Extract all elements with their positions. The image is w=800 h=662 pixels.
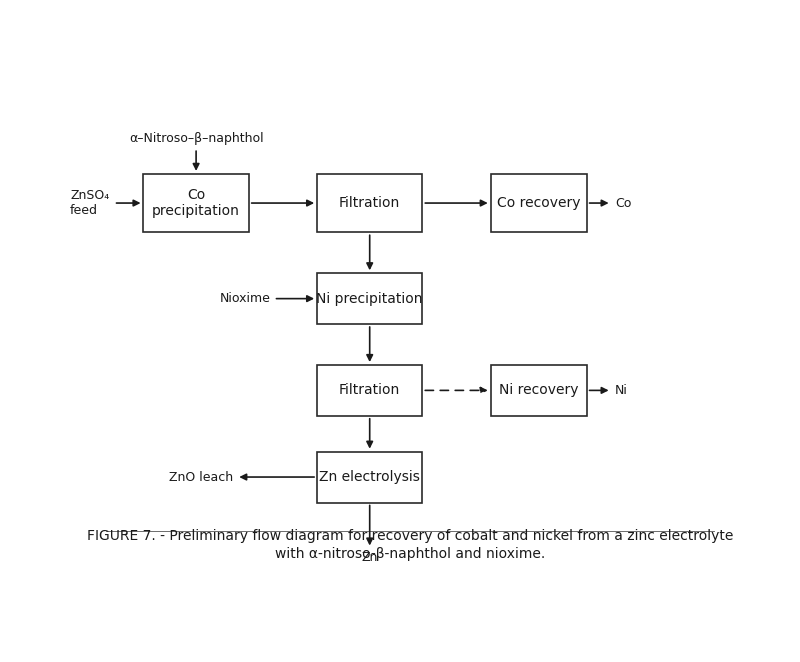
Text: Co recovery: Co recovery	[497, 196, 581, 210]
Bar	[317, 365, 422, 416]
Text: with α-nitroso-β-naphthol and nioxime.: with α-nitroso-β-naphthol and nioxime.	[275, 547, 545, 561]
Text: Ni: Ni	[615, 384, 628, 397]
Text: ZnSO₄
feed: ZnSO₄ feed	[70, 189, 110, 217]
Text: ZnO leach: ZnO leach	[169, 471, 234, 483]
Text: Zn: Zn	[362, 551, 378, 564]
Bar	[317, 173, 422, 232]
Text: Filtration: Filtration	[339, 196, 400, 210]
Text: Ni recovery: Ni recovery	[499, 383, 578, 397]
Bar	[317, 451, 422, 502]
Text: Ni precipitation: Ni precipitation	[317, 292, 423, 306]
Text: α–Nitroso–β–naphthol: α–Nitroso–β–naphthol	[129, 132, 263, 145]
Text: Nioxime: Nioxime	[220, 292, 270, 305]
Bar	[490, 173, 586, 232]
Text: FIGURE 7. - Preliminary flow diagram for recovery of cobalt and nickel from a zi: FIGURE 7. - Preliminary flow diagram for…	[87, 530, 733, 544]
Text: Filtration: Filtration	[339, 383, 400, 397]
Bar	[317, 273, 422, 324]
Text: Co: Co	[615, 197, 631, 210]
Bar	[143, 173, 249, 232]
Bar	[490, 365, 586, 416]
Text: Co
precipitation: Co precipitation	[152, 188, 240, 218]
Text: Zn electrolysis: Zn electrolysis	[319, 470, 420, 484]
